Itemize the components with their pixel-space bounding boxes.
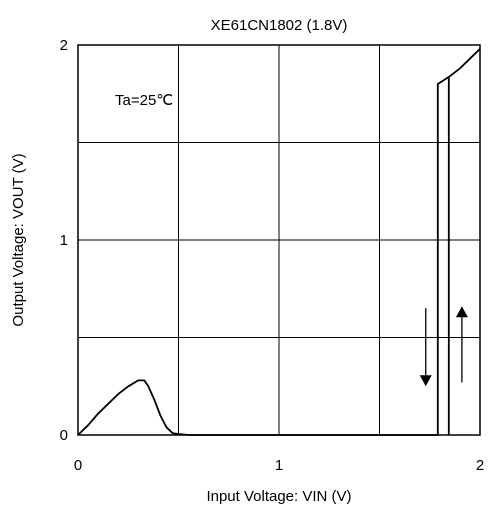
y-tick-label: 2	[60, 37, 68, 54]
y-tick-label: 0	[60, 427, 68, 444]
tick-labels: 0 1 2 0 1 2	[60, 37, 485, 474]
x-axis-label: Input Voltage: VIN (V)	[206, 488, 351, 505]
grid-lines	[78, 45, 480, 435]
arrow-head	[419, 375, 432, 387]
temperature-annotation: Ta=25℃	[115, 92, 173, 109]
series-layer	[77, 48, 481, 436]
arrow-head	[455, 306, 468, 318]
arrow-layer	[419, 306, 468, 387]
x-tick-label: 0	[74, 457, 82, 474]
arrow-down	[419, 308, 432, 387]
y-axis-label: Output Voltage: VOUT (V)	[10, 153, 27, 326]
series-line-1	[77, 48, 481, 436]
arrow-up	[455, 306, 468, 383]
chart-title: XE61CN1802 (1.8V)	[211, 17, 348, 34]
x-tick-label: 2	[476, 457, 484, 474]
y-tick-label: 1	[60, 232, 68, 249]
x-tick-label: 1	[275, 457, 283, 474]
